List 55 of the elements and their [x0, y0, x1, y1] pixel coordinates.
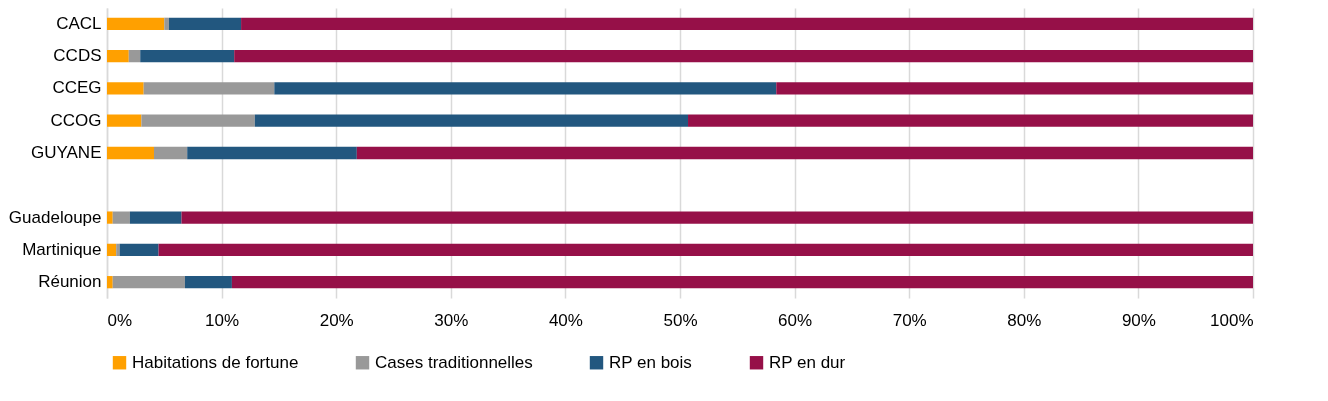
bar: [254, 114, 689, 127]
bar: [143, 82, 275, 95]
bar: [107, 82, 144, 95]
bar: [241, 17, 1253, 30]
x-tick-label: 100%: [1210, 310, 1254, 330]
bar: [119, 243, 159, 257]
bar: [234, 49, 1253, 63]
y-tick-label: CCDS: [53, 46, 102, 66]
bar: [187, 146, 357, 160]
bar: [107, 49, 129, 63]
bar: [231, 276, 1253, 289]
bar: [116, 243, 120, 257]
x-tick-label: 40%: [548, 310, 583, 330]
y-tick-label: CCEG: [52, 78, 102, 98]
y-tick-label: Martinique: [22, 239, 102, 259]
bar: [168, 17, 242, 30]
legend-label: RP en dur: [769, 352, 846, 372]
bar: [107, 243, 117, 257]
x-tick-label: 50%: [663, 310, 698, 330]
x-tick-label: 20%: [319, 310, 354, 330]
legend-label: Habitations de fortune: [132, 352, 299, 372]
legend-label: RP en bois: [609, 352, 692, 372]
bar: [164, 17, 169, 30]
bar: [274, 82, 777, 95]
y-tick-label: GUYANE: [30, 143, 102, 162]
x-tick-label: 10%: [205, 310, 240, 330]
bar: [141, 114, 255, 127]
bar: [107, 17, 165, 30]
bar: [153, 146, 188, 160]
legend-label: Cases traditionnelles: [375, 352, 533, 372]
x-tick-label: 60%: [778, 310, 813, 330]
bar: [112, 276, 185, 289]
bar: [776, 82, 1253, 95]
bar: [107, 276, 113, 289]
y-tick-label: CCOG: [50, 110, 102, 130]
bar: [140, 49, 235, 63]
x-tick-label: 30%: [434, 310, 469, 330]
bar: [688, 114, 1253, 127]
bar: [184, 276, 232, 289]
bar: [107, 211, 113, 224]
y-tick-label: Réunion: [38, 272, 102, 292]
bar: [128, 49, 141, 63]
bar: [112, 211, 130, 224]
bar: [181, 211, 1253, 224]
bar: [107, 114, 142, 127]
x-tick-label: 80%: [1007, 310, 1042, 330]
x-tick-label: 90%: [1121, 310, 1156, 330]
bar: [107, 146, 154, 160]
bar: [158, 243, 1253, 257]
bar: [356, 146, 1253, 160]
x-tick-label: 0%: [107, 310, 133, 330]
bar: [129, 211, 182, 224]
x-tick-label: 70%: [892, 310, 927, 330]
y-tick-label: Guadeloupe: [8, 207, 102, 227]
y-tick-label: CACL: [56, 13, 102, 33]
